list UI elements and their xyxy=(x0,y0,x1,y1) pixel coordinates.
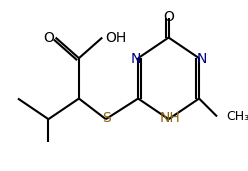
Text: O: O xyxy=(43,31,54,45)
Text: OH: OH xyxy=(105,31,126,45)
Text: O: O xyxy=(163,10,174,24)
Text: N: N xyxy=(130,52,141,66)
Text: N: N xyxy=(197,52,207,66)
Text: NH: NH xyxy=(160,111,181,125)
Text: S: S xyxy=(102,111,111,125)
Text: CH₃: CH₃ xyxy=(226,110,248,123)
